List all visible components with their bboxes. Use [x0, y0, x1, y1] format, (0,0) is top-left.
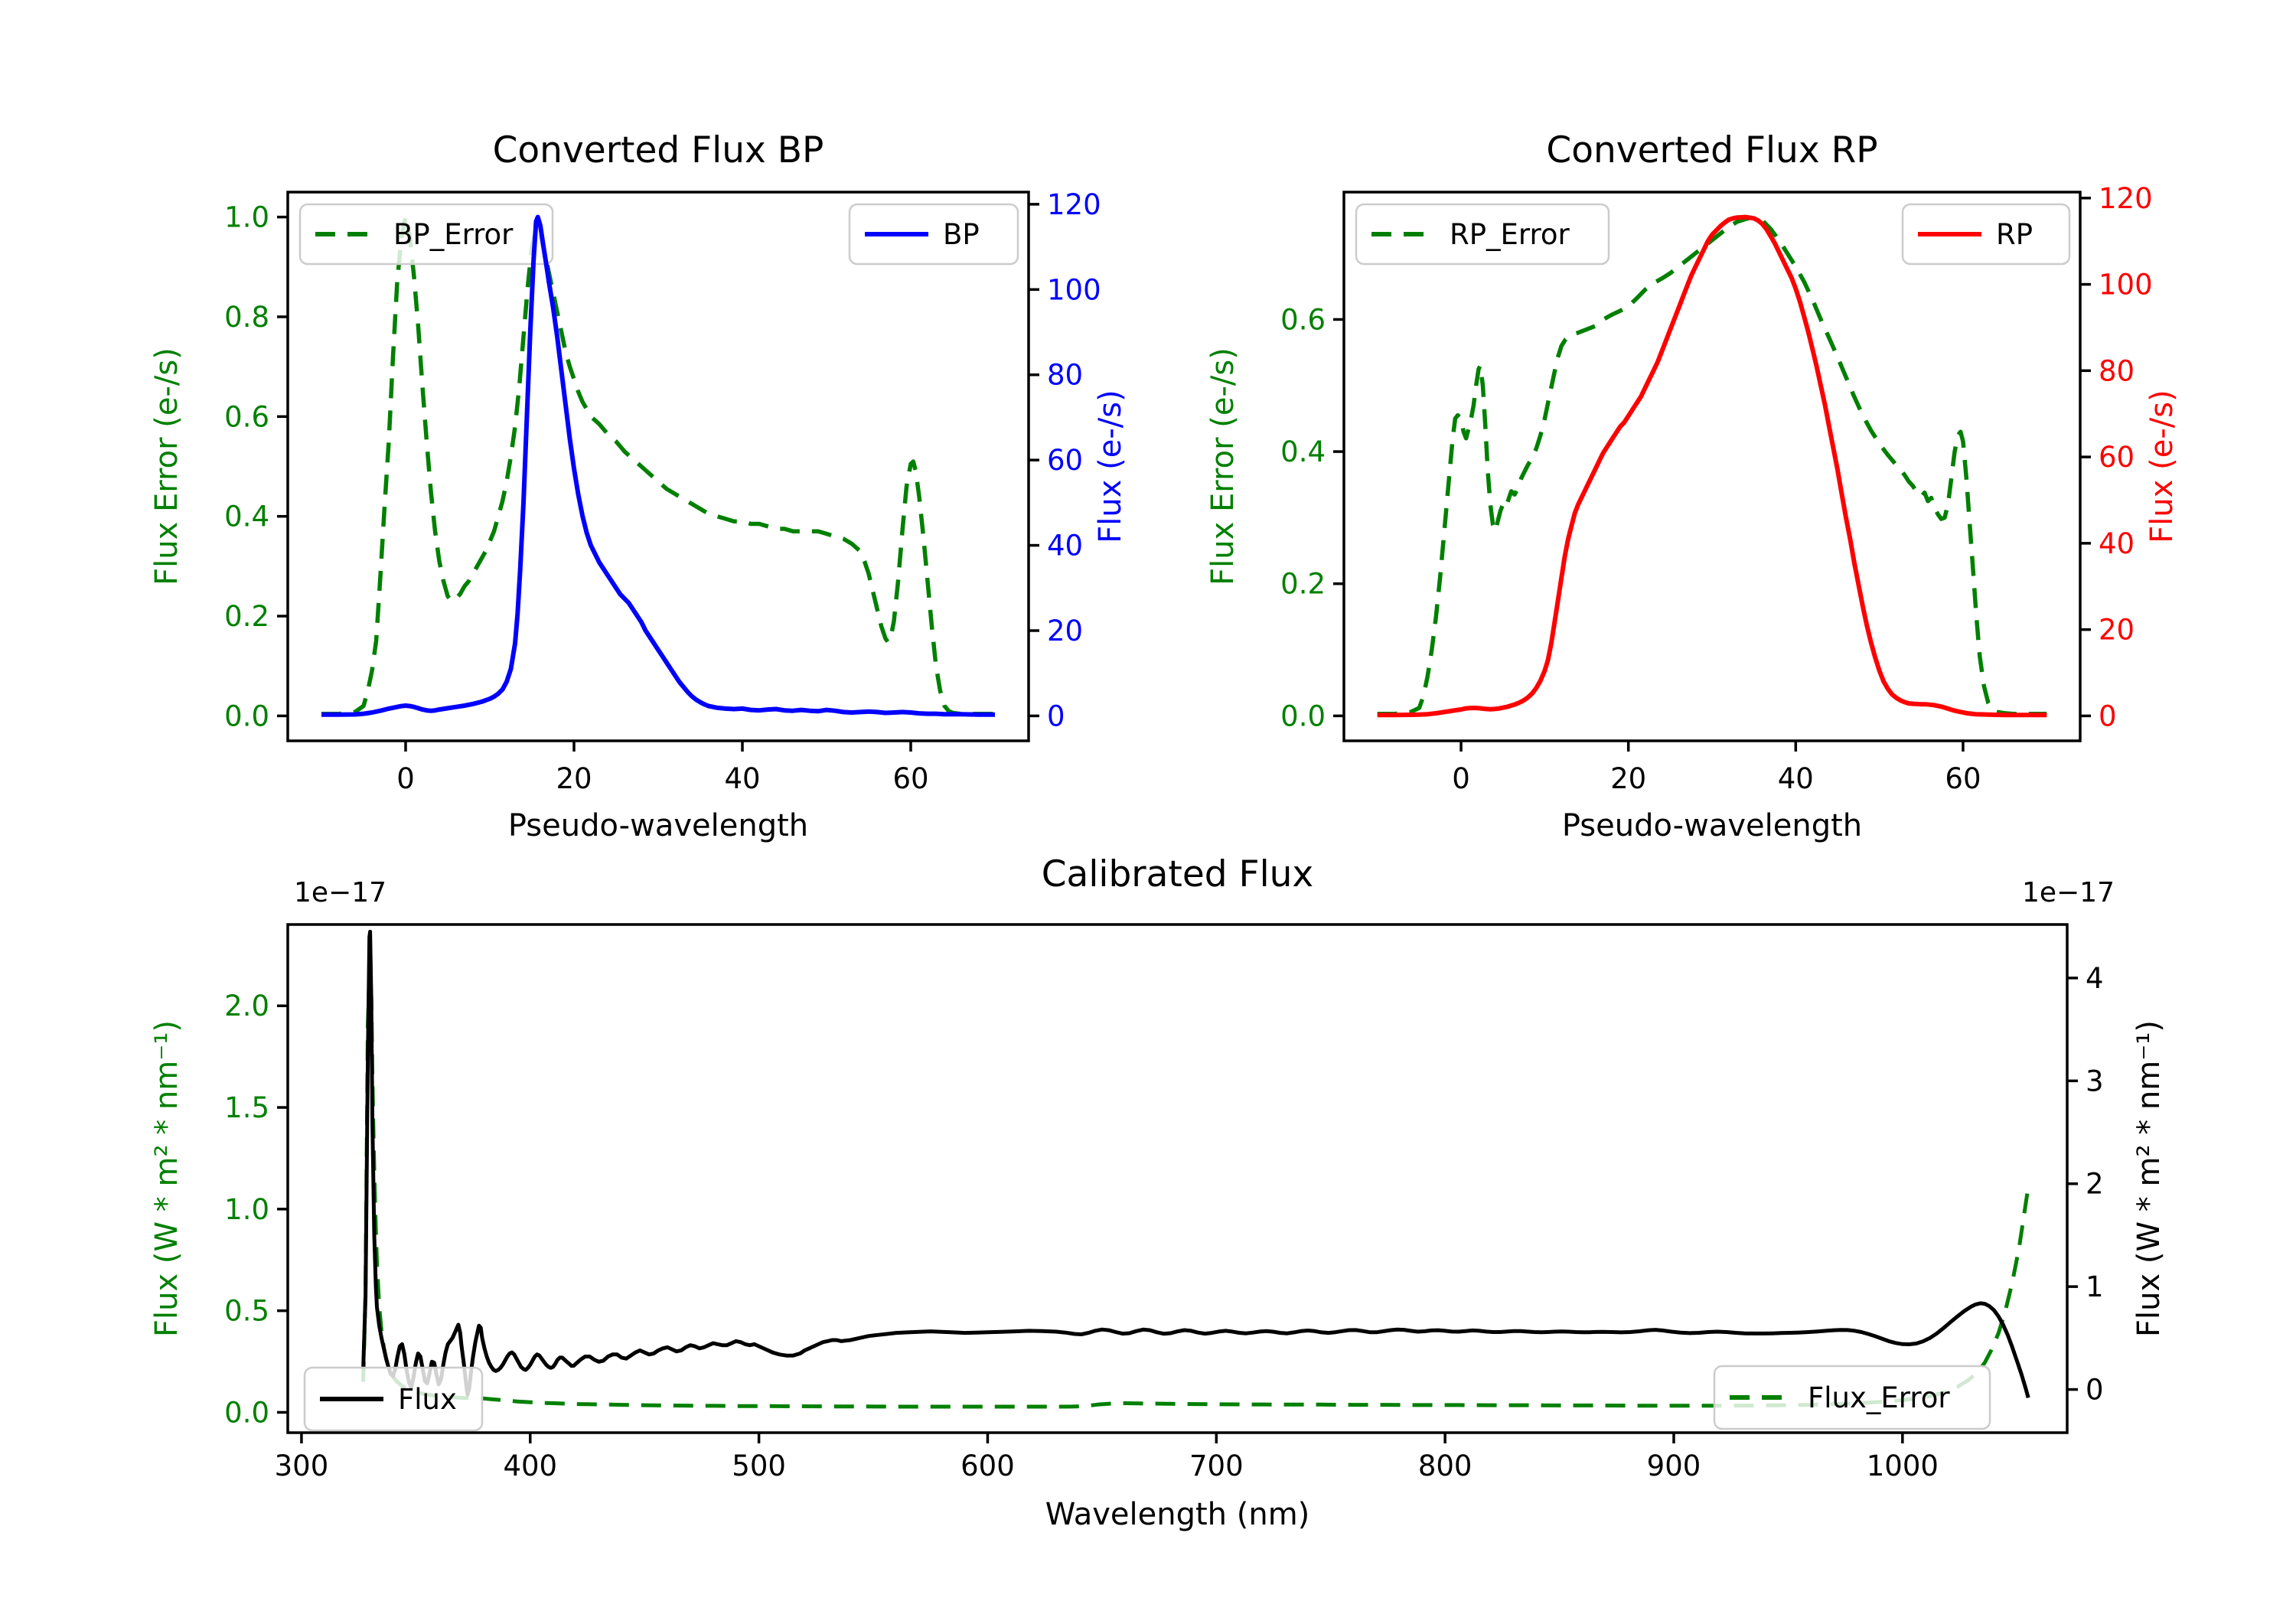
- legend-bp-error: BP_Error: [298, 203, 554, 266]
- x-tick-label: 500: [732, 1450, 786, 1482]
- legend-label: RP_Error: [1450, 218, 1570, 251]
- y-tick-label-right: 1: [2086, 1270, 2104, 1303]
- legend-bp: BP: [848, 203, 1019, 266]
- y-axis-label-right: Flux (e-/s): [2144, 390, 2180, 543]
- x-tick-label: 20: [556, 762, 592, 795]
- legend-rp-error: RP_Error: [1355, 203, 1610, 266]
- y-tick-label-right: 80: [2099, 354, 2135, 387]
- y-tick-label-right: 0: [2099, 700, 2117, 732]
- y-axis-label-right: Flux (e-/s): [1093, 390, 1128, 543]
- legend-box: [1713, 1365, 1991, 1430]
- right-axis-offset-text: 1e−17: [2022, 877, 2115, 908]
- axes-spines: [286, 191, 1030, 742]
- legend-box: [303, 1366, 484, 1432]
- x-tick-label: 800: [1418, 1450, 1473, 1482]
- y-tick-label-right: 20: [2099, 614, 2135, 647]
- x-tick-label: 60: [892, 762, 928, 795]
- x-tick-label: 40: [1778, 762, 1814, 795]
- x-tick-label: 700: [1189, 1450, 1244, 1482]
- axes-spines: [1342, 191, 2082, 742]
- y-tick-label-right: 100: [1047, 273, 1101, 306]
- y-tick-label-right: 20: [1047, 615, 1083, 647]
- x-tick-label: 0: [396, 762, 415, 795]
- y-tick-label-left: 0.4: [224, 501, 269, 533]
- legend-box: [1901, 203, 2071, 266]
- y-tick-label-right: 60: [2099, 441, 2135, 474]
- left-axis-offset-text: 1e−17: [294, 877, 386, 908]
- y-tick-label-left: 0.0: [224, 700, 269, 732]
- rp-line: [1377, 214, 2047, 718]
- y-tick-label-left: 0.2: [224, 600, 269, 633]
- y-tick-label-right: 3: [2086, 1065, 2104, 1097]
- y-tick-label-right: 40: [1047, 530, 1083, 563]
- legend-label: RP: [1996, 218, 2033, 251]
- bp-error-line: [321, 214, 995, 716]
- y-axis-label-right: Flux (W * m² * nm⁻¹): [2131, 1020, 2167, 1337]
- x-tick-label: 400: [503, 1450, 557, 1482]
- axes-spines: [286, 923, 2069, 1434]
- x-tick-label: 40: [724, 762, 760, 795]
- x-tick-label: 300: [275, 1450, 329, 1482]
- chart-converted-flux-rp: Converted Flux RP 0 20 40 60 0.0 0.2 0.4 0.6 0 20 4…: [1205, 129, 2180, 843]
- y-tick-label-left: 0.0: [1280, 700, 1326, 732]
- chart-calibrated-flux: Calibrated Flux 1e−17 1e−17 300 400 500 600 700…: [149, 853, 2167, 1532]
- y-tick-label-left: 0.2: [1280, 568, 1326, 601]
- y-tick-label-right: 4: [2086, 962, 2104, 995]
- bp-line: [321, 214, 995, 717]
- legend-rp: RP: [1901, 203, 2071, 266]
- legend-label: Flux: [398, 1383, 457, 1416]
- legend-box: [298, 203, 554, 266]
- legend-flux: Flux: [303, 1366, 484, 1432]
- x-tick-label: 900: [1647, 1450, 1701, 1482]
- x-tick-label: 0: [1452, 762, 1470, 795]
- y-tick-label-left: 0.5: [224, 1295, 269, 1328]
- legend-label: Flux_Error: [1808, 1381, 1950, 1414]
- legend-box: [848, 203, 1019, 266]
- x-tick-label: 600: [960, 1450, 1015, 1482]
- legend-flux-error: Flux_Error: [1713, 1365, 1991, 1430]
- x-axis-label: Wavelength (nm): [1045, 1497, 1310, 1532]
- y-tick-label-right: 120: [1047, 188, 1101, 221]
- y-tick-label-right: 100: [2099, 269, 2153, 302]
- y-tick-label-left: 0.0: [224, 1396, 269, 1429]
- y-tick-label-right: 0: [2086, 1374, 2104, 1407]
- y-tick-label-left: 0.6: [1280, 303, 1326, 336]
- y-tick-label-left: 2.0: [224, 990, 269, 1022]
- chart-converted-flux-bp: Converted Flux BP 0 20 40 60 0.0 0.2 0.4 0.6 0.8 1…: [149, 129, 1128, 843]
- x-tick-label: 1000: [1867, 1450, 1939, 1482]
- y-tick-label-right: 2: [2086, 1168, 2104, 1201]
- y-tick-label-left: 1.0: [224, 201, 269, 234]
- y-tick-label-left: 0.6: [224, 400, 269, 433]
- legend-label: BP_Error: [393, 218, 514, 251]
- rp-error-line: [1377, 214, 2047, 716]
- y-tick-label-left: 0.8: [224, 301, 269, 334]
- x-tick-label: 60: [1945, 762, 1981, 795]
- y-tick-label-left: 1.5: [224, 1091, 269, 1124]
- y-tick-label-right: 120: [2099, 182, 2153, 215]
- y-axis-label-left: Flux Error (e-/s): [1205, 347, 1241, 585]
- chart-title: Calibrated Flux: [1042, 853, 1314, 895]
- y-tick-label-right: 40: [2099, 527, 2135, 560]
- y-tick-label-left: 1.0: [224, 1193, 269, 1226]
- x-axis-label: Pseudo-wavelength: [508, 808, 808, 843]
- chart-title: Converted Flux RP: [1546, 129, 1877, 171]
- y-tick-label-right: 0: [1047, 700, 1065, 732]
- legend-box: [1355, 203, 1610, 266]
- chart-title: Converted Flux BP: [493, 129, 824, 171]
- y-tick-label-right: 60: [1047, 444, 1083, 477]
- y-tick-label-left: 0.4: [1280, 435, 1326, 468]
- y-axis-label-left: Flux Error (e-/s): [149, 347, 184, 585]
- x-axis-label: Pseudo-wavelength: [1562, 808, 1862, 843]
- y-axis-label-left: Flux (W * m² * nm⁻¹): [149, 1020, 184, 1337]
- legend-label: BP: [943, 218, 980, 251]
- x-tick-label: 20: [1610, 762, 1646, 795]
- y-tick-label-right: 80: [1047, 359, 1083, 392]
